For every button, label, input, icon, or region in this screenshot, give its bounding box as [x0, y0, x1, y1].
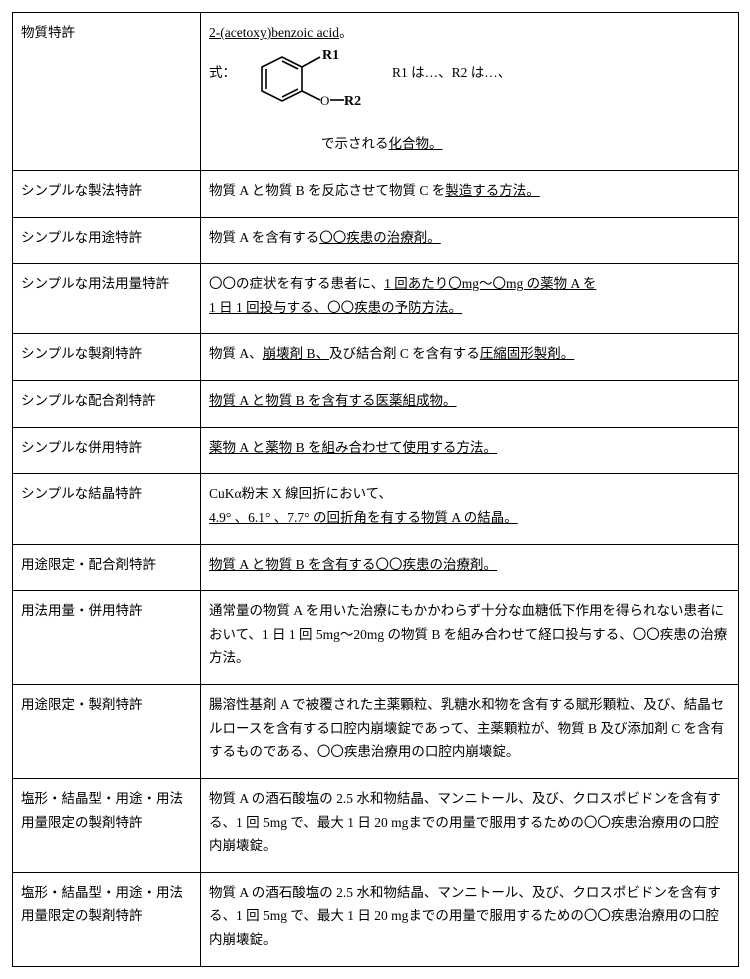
table-row: シンプルな用法用量特許〇〇の症状を有する患者に、1 回あたり〇mg～〇mg の薬… [13, 264, 739, 334]
patent-type-label: シンプルな併用特許 [13, 427, 201, 474]
text: 物質 A と物質 B を含有する医薬組成物。 [209, 393, 457, 408]
patent-type-label: シンプルな用法用量特許 [13, 264, 201, 334]
table-row: 用途限定・配合剤特許物質 A と物質 B を含有する〇〇疾患の治療剤。 [13, 544, 739, 591]
patent-type-label: 塩形・結晶型・用途・用法用量限定の製剤特許 [13, 778, 201, 872]
text: 物質 A を含有する [209, 230, 319, 245]
patent-type-label: 用途限定・配合剤特許 [13, 544, 201, 591]
patent-type-description: 〇〇の症状を有する患者に、1 回あたり〇mg～〇mg の薬物 A を 1 日 1 … [201, 264, 739, 334]
patent-type-description: 物質 A と物質 B を反応させて物質 C を製造する方法。 [201, 170, 739, 217]
table-row: シンプルな用途特許物質 A を含有する〇〇疾患の治療剤。 [13, 217, 739, 264]
patent-type-description: 薬物 A と薬物 B を組み合わせて使用する方法。 [201, 427, 739, 474]
patent-type-label: シンプルな用途特許 [13, 217, 201, 264]
patent-type-description: 腸溶性基剤 A で被覆された主薬顆粒、乳糖水和物を含有する賦形顆粒、及び、結晶セ… [201, 685, 739, 779]
text: 。 [339, 25, 353, 40]
text: 化合物。 [389, 136, 443, 151]
text: 圧縮固形製剤。 [480, 346, 575, 361]
patent-type-description: 物質 A を含有する〇〇疾患の治療剤。 [201, 217, 739, 264]
patent-type-label: 用途限定・製剤特許 [13, 685, 201, 779]
patent-type-description: 2-(acetoxy)benzoic acid。式： R1 O R2 R1 は…… [201, 13, 739, 171]
text: 物質 A の酒石酸塩の 2.5 水和物結晶、マンニトール、及び、クロスポビドンを… [209, 791, 721, 853]
text: 1 回あたり〇mg～〇mg の薬物 A を [384, 276, 596, 291]
patent-type-description: 通常量の物質 A を用いた治療にもかかわらず十分な血糖低下作用を得られない患者に… [201, 591, 739, 685]
r1-label: R1 [322, 48, 339, 63]
table-row: 用法用量・併用特許通常量の物質 A を用いた治療にもかかわらず十分な血糖低下作用… [13, 591, 739, 685]
patent-type-description: 物質 A、崩壊剤 B、及び結合剤 C を含有する圧縮固形製剤。 [201, 334, 739, 381]
patent-type-description: CuKα粉末 X 線回折において、 4.9° 、6.1° 、7.7° の回折角を有… [201, 474, 739, 544]
table-row: 塩形・結晶型・用途・用法用量限定の製剤特許物質 A の酒石酸塩の 2.5 水和物… [13, 778, 739, 872]
patent-type-description: 物質 A の酒石酸塩の 2.5 水和物結晶、マンニトール、及び、クロスポビドンを… [201, 872, 739, 966]
r2-label: R2 [344, 94, 361, 109]
substituent-description: R1 は…、R2 は…、 [368, 47, 511, 85]
text: 1 日 1 回投与する、 [209, 300, 327, 315]
patent-type-label: シンプルな製法特許 [13, 170, 201, 217]
table-row: シンプルな製剤特許物質 A、崩壊剤 B、及び結合剤 C を含有する圧縮固形製剤。 [13, 334, 739, 381]
compound-name: 2-(acetoxy)benzoic acid [209, 25, 339, 40]
text: 〇〇疾患の予防方法。 [327, 300, 462, 315]
text: 崩壊剤 B、 [263, 346, 329, 361]
formula-prefix: 式： [209, 47, 236, 85]
table-row: シンプルな併用特許薬物 A と薬物 B を組み合わせて使用する方法。 [13, 427, 739, 474]
patent-type-label: シンプルな配合剤特許 [13, 381, 201, 428]
o-label: O [320, 93, 329, 108]
text: 〇〇の症状を有する患者に、 [209, 276, 384, 291]
table-row: シンプルな配合剤特許物質 A と物質 B を含有する医薬組成物。 [13, 381, 739, 428]
patent-type-description: 物質 A と物質 B を含有する〇〇疾患の治療剤。 [201, 544, 739, 591]
text: 物質 A、 [209, 346, 263, 361]
text: 4.9° 、6.1° 、7.7° の回折角を有する物質 A の結晶。 [209, 510, 518, 525]
text: 〇〇疾患の治療剤。 [319, 230, 441, 245]
table-row: シンプルな製法特許物質 A と物質 B を反応させて物質 C を製造する方法。 [13, 170, 739, 217]
patent-type-description: 物質 A と物質 B を含有する医薬組成物。 [201, 381, 739, 428]
patent-type-label: シンプルな製剤特許 [13, 334, 201, 381]
patent-type-label: 物質特許 [13, 13, 201, 171]
table-row: 用途限定・製剤特許腸溶性基剤 A で被覆された主薬顆粒、乳糖水和物を含有する賦形… [13, 685, 739, 779]
chemical-structure-icon: R1 O R2 [242, 47, 362, 125]
patent-types-table: 物質特許2-(acetoxy)benzoic acid。式： R1 O R2 R… [12, 12, 739, 967]
patent-type-label: 用法用量・併用特許 [13, 591, 201, 685]
table-row: 塩形・結晶型・用途・用法用量限定の製剤特許物質 A の酒石酸塩の 2.5 水和物… [13, 872, 739, 966]
patent-type-label: シンプルな結晶特許 [13, 474, 201, 544]
text: CuKα粉末 X 線回折において、 [209, 486, 392, 501]
text: 製造する方法。 [445, 183, 540, 198]
text: 物質 A と物質 B を反応させて物質 C を [209, 183, 445, 198]
table-row: 物質特許2-(acetoxy)benzoic acid。式： R1 O R2 R… [13, 13, 739, 171]
text: 物質 A と物質 B を含有する〇〇疾患の治療剤。 [209, 557, 497, 572]
text: 物質 A の酒石酸塩の 2.5 水和物結晶、マンニトール、及び、クロスポビドンを… [209, 885, 721, 947]
patent-type-label: 塩形・結晶型・用途・用法用量限定の製剤特許 [13, 872, 201, 966]
table-row: シンプルな結晶特許 CuKα粉末 X 線回折において、 4.9° 、6.1° 、7.… [13, 474, 739, 544]
text: 通常量の物質 A を用いた治療にもかかわらず十分な血糖低下作用を得られない患者に… [209, 603, 727, 665]
text: 腸溶性基剤 A で被覆された主薬顆粒、乳糖水和物を含有する賦形顆粒、及び、結晶セ… [209, 697, 724, 759]
text: 及び結合剤 C を含有する [329, 346, 480, 361]
patent-type-description: 物質 A の酒石酸塩の 2.5 水和物結晶、マンニトール、及び、クロスポビドンを… [201, 778, 739, 872]
text: で示される [321, 136, 389, 151]
text: 薬物 A と薬物 B を組み合わせて使用する方法。 [209, 440, 497, 455]
